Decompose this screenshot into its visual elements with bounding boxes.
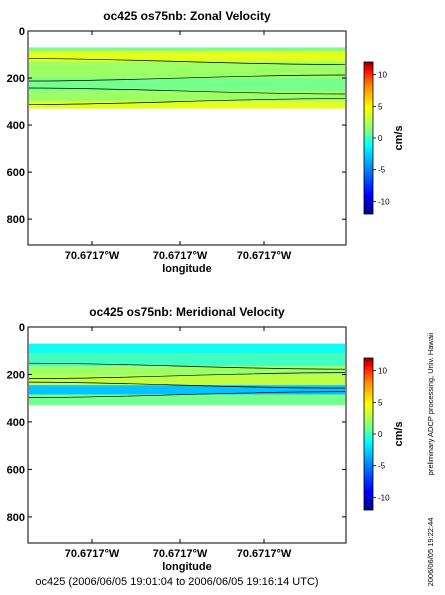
y-tick-label: 400 <box>7 417 25 429</box>
x-tick-label: 70.6717°W <box>153 250 208 262</box>
y-axis-ticks: 0 200 400 600 800 <box>7 26 346 226</box>
velocity-layer <box>29 47 345 51</box>
velocity-layer <box>29 61 345 79</box>
velocity-layer <box>29 343 345 354</box>
plot-frame <box>27 30 347 246</box>
x-tick-label: 70.6717°W <box>153 548 208 560</box>
colorbar-ticks: 10 5 0 -5 -10 <box>373 367 390 502</box>
colorbar-label: cm/s <box>393 125 405 150</box>
colorbar <box>363 357 374 511</box>
footer-time-range: oc425 (2006/06/05 19:01:04 to 2006/06/05… <box>35 576 318 588</box>
y-tick-label: 400 <box>7 120 25 132</box>
y-tick-label: 600 <box>7 464 25 476</box>
y-tick-label: 800 <box>7 512 25 524</box>
contour-lines <box>28 362 346 398</box>
velocity-layer <box>29 366 345 376</box>
velocity-layer <box>29 385 345 395</box>
velocity-layer <box>29 101 345 109</box>
contour-line <box>28 362 346 370</box>
colorbar-tick-label: 10 <box>378 71 387 80</box>
chart-title: oc425 os75nb: Zonal Velocity <box>103 9 271 23</box>
colorbar-tick-label: -10 <box>378 493 390 502</box>
plot-frame <box>27 326 347 544</box>
processing-note: preliminary ADCP processing, Univ. Hawai… <box>426 332 435 475</box>
velocity-layer <box>29 50 345 62</box>
x-axis-label: longitude <box>162 263 212 275</box>
zonal-velocity-panel: oc425 os75nb: Zonal Velocity 0 200 400 600 8… <box>7 9 405 275</box>
contour-lines <box>28 58 346 105</box>
timestamp-note: 2006/06/05 19:22:44 <box>426 518 435 587</box>
colorbar-tick-label: -10 <box>378 197 390 206</box>
y-tick-label: 200 <box>7 73 25 85</box>
colorbar <box>363 61 374 215</box>
y-tick-label: 800 <box>7 214 25 226</box>
velocity-layer <box>29 353 345 367</box>
x-axis-ticks: 70.6717°W 70.6717°W 70.6717°W <box>65 31 292 262</box>
colorbar-ticks: 10 5 0 -5 -10 <box>373 71 390 206</box>
colorbar-tick-label: -5 <box>378 166 386 175</box>
contour-line <box>28 391 346 398</box>
contour-line <box>28 74 346 82</box>
y-tick-label: 0 <box>19 322 25 334</box>
velocity-layer <box>29 375 345 386</box>
colorbar-tick-label: 5 <box>378 398 383 407</box>
colorbar-tick-label: 10 <box>378 367 387 376</box>
colorbar-tick-label: 5 <box>378 102 383 111</box>
contour-line <box>28 381 346 389</box>
x-tick-label: 70.6717°W <box>65 548 120 560</box>
contour-line <box>28 372 346 380</box>
x-tick-label: 70.6717°W <box>237 548 292 560</box>
contour-line <box>28 87 346 95</box>
data-layers <box>29 343 345 406</box>
velocity-layer <box>29 90 345 102</box>
colorbar-tick-label: -5 <box>378 462 386 471</box>
x-axis-label: longitude <box>162 561 212 573</box>
y-tick-label: 200 <box>7 369 25 381</box>
data-layers <box>29 47 345 109</box>
colorbar-tick-label: 0 <box>378 134 383 143</box>
y-axis-ticks: 0 200 400 600 800 <box>7 322 346 524</box>
velocity-layer <box>29 78 345 91</box>
x-tick-label: 70.6717°W <box>65 250 120 262</box>
x-tick-label: 70.6717°W <box>237 250 292 262</box>
contour-line <box>28 98 346 105</box>
chart-title: oc425 os75nb: Meridional Velocity <box>89 305 285 319</box>
velocity-layer <box>29 394 345 406</box>
colorbar-tick-label: 0 <box>378 430 383 439</box>
meridional-velocity-panel: oc425 os75nb: Meridional Velocity 0 200 40… <box>7 305 405 573</box>
colorbar-label: cm/s <box>393 421 405 446</box>
y-tick-label: 600 <box>7 167 25 179</box>
contour-line <box>28 58 346 65</box>
x-axis-ticks: 70.6717°W 70.6717°W 70.6717°W <box>65 327 292 560</box>
y-tick-label: 0 <box>19 26 25 38</box>
